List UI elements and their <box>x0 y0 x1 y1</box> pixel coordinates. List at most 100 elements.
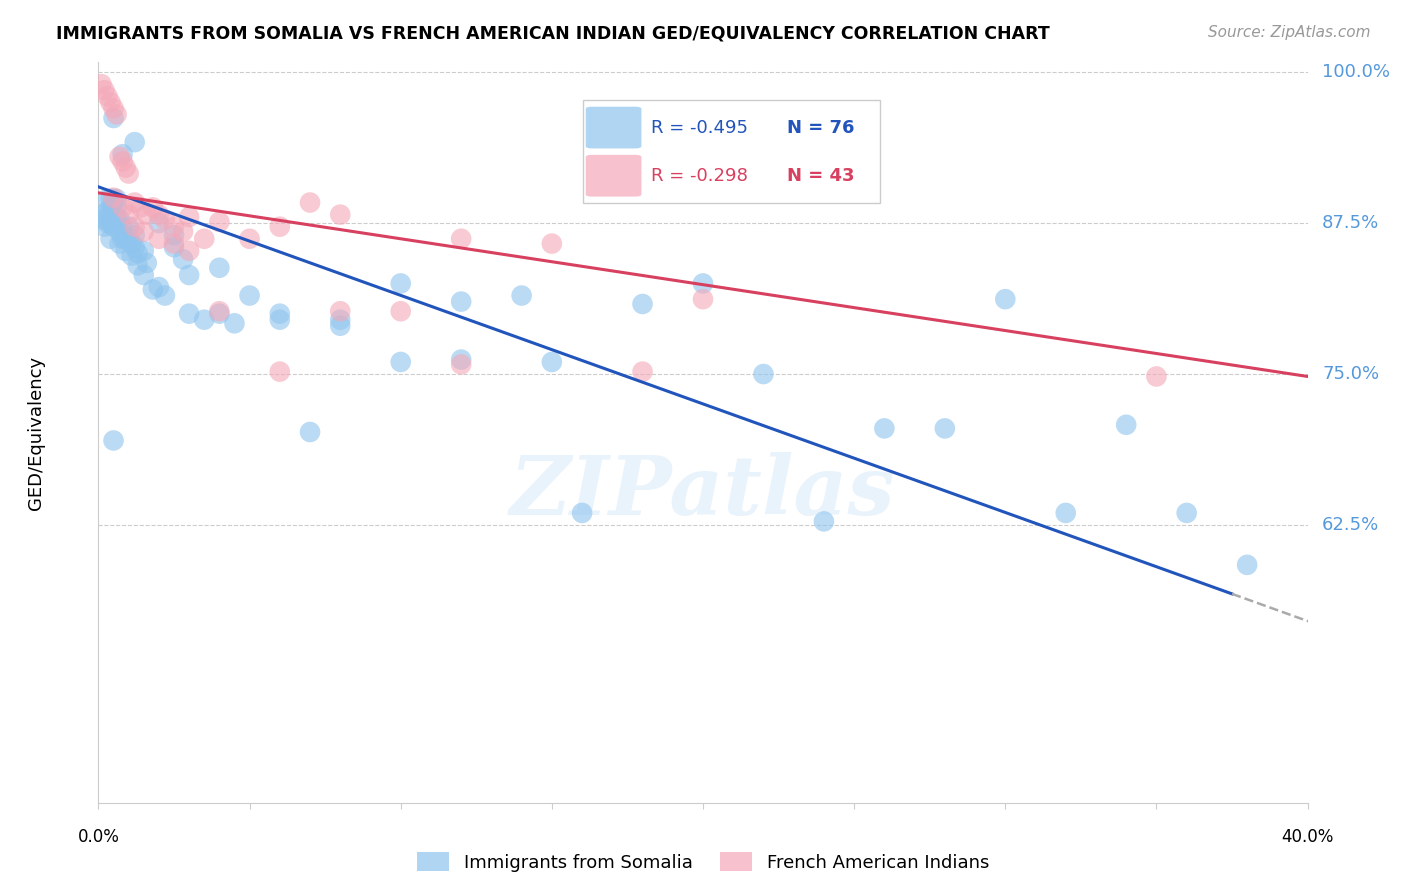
Point <box>135 208 157 222</box>
Point <box>121 249 143 263</box>
Point <box>208 260 231 275</box>
Point <box>389 355 412 369</box>
Point <box>177 244 201 258</box>
Point <box>103 208 125 222</box>
Point <box>105 200 128 214</box>
Point <box>163 228 186 243</box>
Text: GED/Equivalency: GED/Equivalency <box>27 356 45 509</box>
Text: 75.0%: 75.0% <box>1322 365 1379 383</box>
Point <box>105 210 128 224</box>
Point <box>108 150 131 164</box>
Point <box>124 195 146 210</box>
Point <box>510 288 533 302</box>
Point <box>177 210 201 224</box>
Point <box>450 294 472 309</box>
Point <box>148 216 170 230</box>
Point <box>124 135 146 149</box>
Point <box>193 232 215 246</box>
Text: IMMIGRANTS FROM SOMALIA VS FRENCH AMERICAN INDIAN GED/EQUIVALENCY CORRELATION CH: IMMIGRANTS FROM SOMALIA VS FRENCH AMERIC… <box>56 25 1050 43</box>
Point <box>153 212 176 227</box>
Point <box>1054 506 1077 520</box>
Point <box>114 244 136 258</box>
Point <box>299 425 322 439</box>
Text: R = -0.495: R = -0.495 <box>651 119 748 136</box>
Point <box>540 355 562 369</box>
Point <box>1144 369 1167 384</box>
Point <box>108 212 131 227</box>
Point <box>142 200 165 214</box>
Point <box>135 256 157 270</box>
Point <box>96 204 118 219</box>
Point <box>1115 417 1137 432</box>
FancyBboxPatch shape <box>582 100 880 203</box>
Point <box>193 312 215 326</box>
Point <box>103 192 125 206</box>
Point <box>571 506 593 520</box>
Point <box>329 304 352 318</box>
Point <box>269 312 291 326</box>
Point <box>450 352 472 367</box>
Point <box>121 236 143 251</box>
Text: N = 43: N = 43 <box>787 167 855 185</box>
Text: 87.5%: 87.5% <box>1322 214 1379 232</box>
Point <box>103 434 125 448</box>
Point <box>103 195 125 210</box>
Point <box>127 246 149 260</box>
Point <box>934 421 956 435</box>
Point <box>132 244 155 258</box>
Point <box>269 365 291 379</box>
Point <box>100 95 122 110</box>
Point <box>389 304 412 318</box>
Point <box>269 307 291 321</box>
Point <box>118 208 141 222</box>
Point <box>148 208 170 222</box>
Point <box>96 192 118 206</box>
Point <box>172 225 194 239</box>
Point <box>172 252 194 267</box>
Point <box>124 240 146 254</box>
Point <box>103 111 125 125</box>
Point <box>329 312 352 326</box>
FancyBboxPatch shape <box>586 155 641 196</box>
Point <box>153 288 176 302</box>
Point <box>96 216 118 230</box>
Point <box>224 316 246 330</box>
Point <box>163 219 186 234</box>
Point <box>93 83 115 97</box>
Point <box>132 225 155 239</box>
Point <box>177 307 201 321</box>
Point <box>208 304 231 318</box>
Point <box>163 240 186 254</box>
Point <box>108 236 131 251</box>
Point <box>163 236 186 251</box>
Point <box>813 515 835 529</box>
Point <box>389 277 412 291</box>
Point <box>299 195 322 210</box>
Point <box>114 232 136 246</box>
Point <box>105 107 128 121</box>
Point <box>329 208 352 222</box>
Point <box>208 215 231 229</box>
Point <box>118 167 141 181</box>
Point <box>111 154 134 169</box>
Point <box>142 283 165 297</box>
Point <box>208 307 231 321</box>
Point <box>111 147 134 161</box>
Point <box>90 77 112 91</box>
Point <box>111 200 134 214</box>
Point <box>177 268 201 282</box>
Text: 100.0%: 100.0% <box>1322 63 1391 81</box>
Point <box>329 318 352 333</box>
Point <box>103 191 125 205</box>
Text: N = 76: N = 76 <box>787 119 855 136</box>
Point <box>692 292 714 306</box>
Point <box>108 225 131 239</box>
Point <box>631 365 654 379</box>
Point <box>129 200 152 214</box>
Point <box>100 204 122 219</box>
Point <box>111 232 134 246</box>
Point <box>994 292 1017 306</box>
Point <box>752 367 775 381</box>
Point <box>692 277 714 291</box>
Point <box>127 258 149 272</box>
